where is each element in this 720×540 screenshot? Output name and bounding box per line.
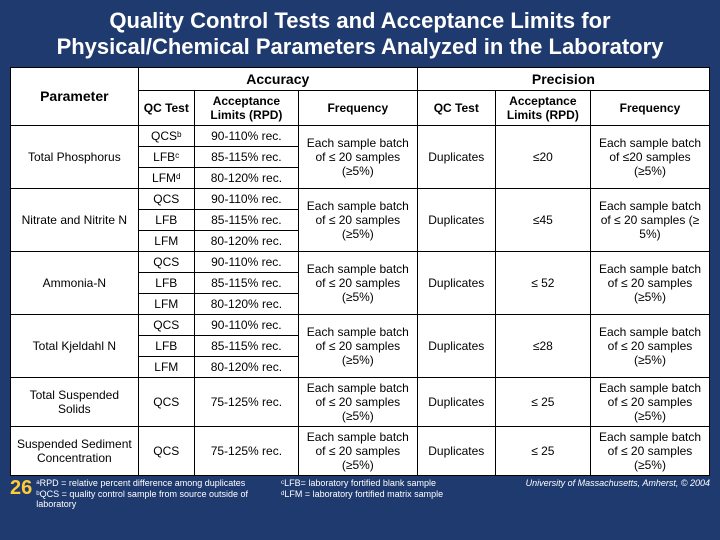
col-frequency-2: Frequency <box>590 90 709 125</box>
footnote-c: ᶜLFB= laboratory fortified blank sample <box>281 478 526 489</box>
table-row: Ammonia-NQCS90-110% rec.Each sample batc… <box>11 251 710 272</box>
table-row: Total Suspended SolidsQCS75-125% rec.Eac… <box>11 377 710 426</box>
col-acc-limits-2: Acceptance Limits (RPD) <box>495 90 590 125</box>
cell-acc-frequency: Each sample batch of ≤ 20 samples (≥5%) <box>298 377 417 426</box>
cell-prec-limit: ≤45 <box>495 188 590 251</box>
table-row: Nitrate and Nitrite NQCS90-110% rec.Each… <box>11 188 710 209</box>
cell-parameter: Suspended Sediment Concentration <box>11 426 139 475</box>
cell-qc-test: QCSᵇ <box>138 125 194 146</box>
cell-qc-test: LFBᶜ <box>138 146 194 167</box>
cell-parameter: Total Kjeldahl N <box>11 314 139 377</box>
cell-prec-frequency: Each sample batch of ≤ 20 samples (≥5%) <box>590 377 709 426</box>
cell-acc-limit: 75-125% rec. <box>194 377 298 426</box>
cell-acc-frequency: Each sample batch of ≤ 20 samples (≥5%) <box>298 314 417 377</box>
cell-acc-frequency: Each sample batch of ≤ 20 samples (≥5%) <box>298 251 417 314</box>
cell-acc-frequency: Each sample batch of ≤ 20 samples (≥5%) <box>298 125 417 188</box>
table-row: Total PhosphorusQCSᵇ90-110% rec.Each sam… <box>11 125 710 146</box>
cell-prec-frequency: Each sample batch of ≤ 20 samples (≥5%) <box>590 314 709 377</box>
page-number: 26 <box>10 478 32 510</box>
cell-parameter: Total Suspended Solids <box>11 377 139 426</box>
cell-prec-limit: ≤20 <box>495 125 590 188</box>
slide-title: Quality Control Tests and Acceptance Lim… <box>10 8 710 61</box>
cell-prec-qc: Duplicates <box>417 314 495 377</box>
cell-acc-limit: 80-120% rec. <box>194 167 298 188</box>
cell-parameter: Ammonia-N <box>11 251 139 314</box>
cell-acc-limit: 90-110% rec. <box>194 188 298 209</box>
footnote-a: ᵃRPD = relative percent difference among… <box>36 478 281 489</box>
cell-prec-limit: ≤ 25 <box>495 426 590 475</box>
cell-prec-frequency: Each sample batch of ≤ 20 samples (≥5%) <box>590 426 709 475</box>
col-precision: Precision <box>417 67 709 90</box>
cell-prec-qc: Duplicates <box>417 377 495 426</box>
cell-qc-test: LFB <box>138 335 194 356</box>
cell-acc-limit: 90-110% rec. <box>194 314 298 335</box>
table-row: Suspended Sediment ConcentrationQCS75-12… <box>11 426 710 475</box>
footnotes: 26 ᵃRPD = relative percent difference am… <box>10 478 710 510</box>
cell-prec-limit: ≤ 25 <box>495 377 590 426</box>
slide: Quality Control Tests and Acceptance Lim… <box>0 0 720 540</box>
cell-acc-limit: 75-125% rec. <box>194 426 298 475</box>
cell-qc-test: QCS <box>138 377 194 426</box>
cell-qc-test: LFB <box>138 209 194 230</box>
cell-qc-test: LFM <box>138 356 194 377</box>
col-qc-test-2: QC Test <box>417 90 495 125</box>
table-group-header-row: Parameter Accuracy Precision <box>11 67 710 90</box>
cell-acc-limit: 80-120% rec. <box>194 230 298 251</box>
cell-acc-frequency: Each sample batch of ≤ 20 samples (≥5%) <box>298 188 417 251</box>
cell-prec-qc: Duplicates <box>417 188 495 251</box>
cell-qc-test: QCS <box>138 251 194 272</box>
col-acc-frequency: Frequency <box>298 90 417 125</box>
cell-acc-frequency: Each sample batch of ≤ 20 samples (≥5%) <box>298 426 417 475</box>
cell-qc-test: QCS <box>138 426 194 475</box>
cell-qc-test: LFB <box>138 272 194 293</box>
cell-qc-test: LFM <box>138 230 194 251</box>
cell-acc-limit: 85-115% rec. <box>194 272 298 293</box>
cell-prec-qc: Duplicates <box>417 125 495 188</box>
copyright: University of Massachusetts, Amherst, © … <box>526 478 710 510</box>
cell-qc-test: LFM <box>138 293 194 314</box>
cell-acc-limit: 85-115% rec. <box>194 209 298 230</box>
col-acc-limits: Acceptance Limits (RPD) <box>194 90 298 125</box>
cell-prec-limit: ≤28 <box>495 314 590 377</box>
cell-qc-test: QCS <box>138 314 194 335</box>
table-row: Total Kjeldahl NQCS90-110% rec.Each samp… <box>11 314 710 335</box>
col-qc-test: QC Test <box>138 90 194 125</box>
cell-qc-test: QCS <box>138 188 194 209</box>
cell-prec-frequency: Each sample batch of ≤20 samples (≥5%) <box>590 125 709 188</box>
cell-acc-limit: 80-120% rec. <box>194 356 298 377</box>
cell-prec-frequency: Each sample batch of ≤ 20 samples (≥5%) <box>590 251 709 314</box>
footnote-d: ᵈLFM = laboratory fortified matrix sampl… <box>281 489 526 500</box>
col-parameter: Parameter <box>11 67 139 125</box>
cell-parameter: Nitrate and Nitrite N <box>11 188 139 251</box>
cell-prec-limit: ≤ 52 <box>495 251 590 314</box>
footnote-b: ᵇQCS = quality control sample from sourc… <box>36 489 281 511</box>
cell-acc-limit: 80-120% rec. <box>194 293 298 314</box>
cell-acc-limit: 90-110% rec. <box>194 125 298 146</box>
cell-prec-qc: Duplicates <box>417 426 495 475</box>
cell-acc-limit: 85-115% rec. <box>194 335 298 356</box>
cell-parameter: Total Phosphorus <box>11 125 139 188</box>
qc-table: Parameter Accuracy Precision QC Test Acc… <box>10 67 710 476</box>
footnote-col-2: ᶜLFB= laboratory fortified blank sample … <box>281 478 526 510</box>
cell-qc-test: LFMᵈ <box>138 167 194 188</box>
footnote-col-1: ᵃRPD = relative percent difference among… <box>36 478 281 510</box>
cell-prec-frequency: Each sample batch of ≤ 20 samples (≥ 5%) <box>590 188 709 251</box>
cell-acc-limit: 90-110% rec. <box>194 251 298 272</box>
col-accuracy: Accuracy <box>138 67 417 90</box>
cell-acc-limit: 85-115% rec. <box>194 146 298 167</box>
cell-prec-qc: Duplicates <box>417 251 495 314</box>
